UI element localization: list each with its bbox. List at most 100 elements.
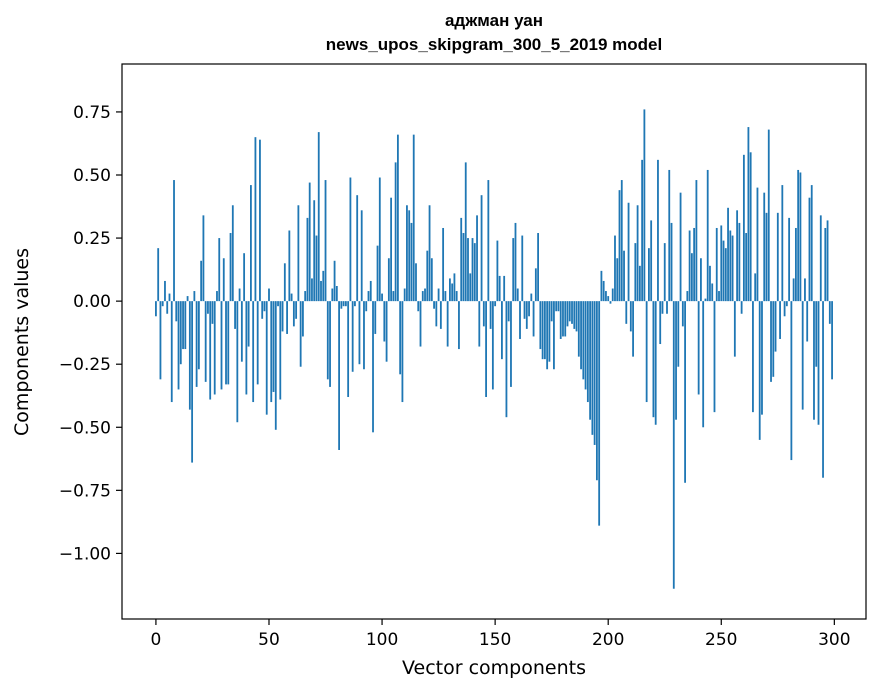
bar-component-6 (168, 293, 171, 302)
bar-component-119 (424, 288, 426, 302)
x-tick: 250 (705, 619, 737, 650)
bar-component-36 (236, 301, 239, 423)
bar-component-223 (659, 301, 662, 345)
bar-component-106 (394, 162, 397, 302)
bar-component-92 (363, 301, 365, 370)
bar-component-254 (729, 230, 732, 302)
bar-component-150 (494, 301, 497, 307)
bar-component-66 (304, 291, 307, 302)
bar-component-272 (770, 301, 772, 382)
bar-component-109 (401, 301, 404, 403)
bar-component-293 (817, 301, 820, 425)
bar-component-148 (489, 301, 492, 329)
bar-component-80 (335, 286, 338, 302)
bar-component-195 (595, 301, 598, 481)
bar-component-57 (283, 263, 286, 302)
bar-component-99 (378, 177, 381, 302)
bar-component-172 (543, 301, 546, 360)
y-axis-label: Components values (11, 247, 33, 437)
bar-component-126 (439, 301, 442, 329)
bar-component-104 (390, 197, 393, 302)
bar-component-87 (351, 301, 354, 372)
bar-component-221 (654, 301, 657, 425)
bar-component-274 (774, 301, 777, 352)
bar-component-205 (618, 190, 621, 302)
bar-component-78 (331, 288, 334, 302)
bar-component-128 (444, 291, 447, 302)
y-tick-label: −1.00 (59, 544, 111, 564)
bar-component-252 (724, 248, 727, 302)
bar-component-203 (614, 235, 616, 302)
bar-component-107 (396, 134, 399, 302)
bar-component-271 (767, 129, 770, 302)
bar-component-59 (288, 230, 291, 302)
bar-component-288 (806, 301, 809, 342)
bar-component-209 (627, 202, 630, 302)
y-tick-label: −0.50 (59, 418, 111, 438)
bar-component-124 (435, 301, 438, 327)
bar-component-281 (790, 301, 793, 461)
bar-component-89 (356, 195, 359, 302)
bar-component-29 (220, 301, 223, 390)
bar-component-278 (783, 301, 786, 317)
x-tick-label: 50 (258, 630, 280, 650)
bar-component-231 (677, 301, 680, 367)
bar-component-247 (713, 301, 716, 413)
bar-component-236 (688, 230, 691, 302)
bar-component-41 (247, 301, 250, 347)
bar-component-297 (826, 220, 829, 302)
bar-component-2 (159, 301, 162, 380)
bar-component-264 (752, 301, 754, 413)
bar-component-207 (623, 250, 625, 302)
bar-component-24 (209, 301, 212, 400)
bar-component-37 (238, 288, 241, 302)
bar-component-159 (514, 222, 517, 302)
x-axis-label: Vector components (402, 657, 586, 679)
bar-component-44 (254, 137, 257, 302)
y-tick-label: 0.75 (73, 103, 111, 123)
bar-component-258 (738, 222, 741, 302)
bar-component-241 (700, 258, 702, 302)
bar-component-243 (704, 298, 707, 302)
bar-component-153 (501, 301, 503, 360)
bar-component-16 (191, 301, 194, 463)
bar-component-105 (392, 291, 395, 302)
bar-component-165 (528, 301, 530, 317)
bar-component-21 (202, 215, 205, 302)
bar-component-1 (157, 248, 160, 302)
bar-component-184 (571, 301, 573, 324)
bar-component-139 (469, 273, 472, 302)
bar-component-202 (611, 288, 614, 302)
bar-component-260 (742, 154, 745, 302)
bar-component-15 (188, 301, 191, 410)
bar-component-206 (620, 180, 623, 302)
bar-component-10 (177, 301, 180, 390)
bar-component-34 (231, 205, 234, 302)
bar-component-32 (227, 301, 230, 385)
bar-component-284 (797, 169, 800, 302)
bar-component-143 (478, 301, 481, 347)
bar-component-9 (175, 301, 178, 322)
bar-component-147 (487, 180, 490, 302)
bar-component-217 (645, 301, 648, 403)
bar-component-7 (170, 301, 173, 403)
bar-component-4 (164, 280, 166, 302)
x-tick: 200 (592, 619, 624, 650)
bar-component-176 (553, 301, 555, 370)
x-tick: 50 (258, 619, 280, 650)
bar-component-137 (464, 162, 467, 302)
bar-component-177 (555, 301, 558, 312)
bar-component-58 (286, 301, 288, 334)
bar-component-215 (641, 159, 644, 302)
bar-component-174 (548, 301, 551, 362)
bar-component-100 (381, 293, 383, 302)
bar-component-294 (819, 215, 822, 302)
bar-component-27 (216, 291, 218, 302)
bar-component-102 (385, 301, 388, 362)
bar-component-285 (799, 172, 802, 302)
bar-component-186 (575, 301, 578, 332)
bar-component-261 (745, 233, 748, 302)
bar-component-189 (582, 301, 585, 380)
bar-component-52 (272, 301, 275, 392)
bar-component-140 (471, 238, 474, 302)
